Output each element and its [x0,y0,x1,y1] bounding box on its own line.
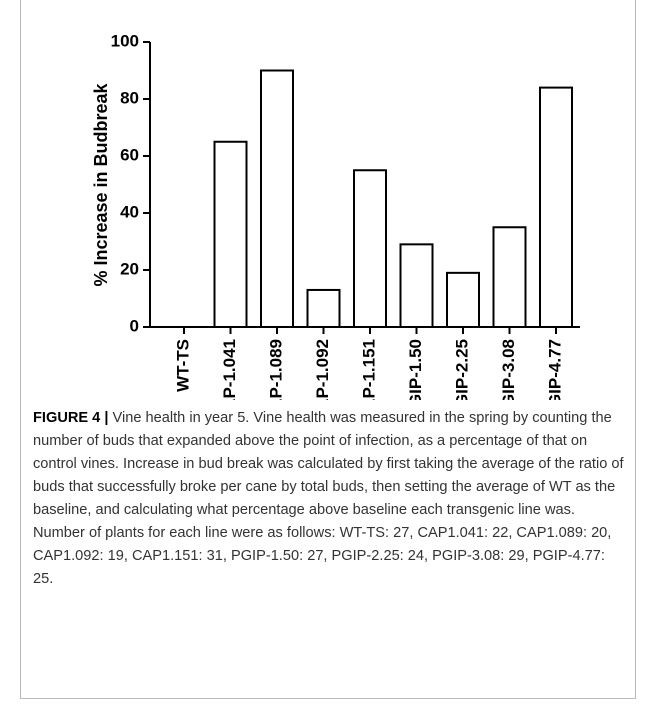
x-tick-label: PGIP-3.08 [499,339,518,400]
caption-label: FIGURE 4 | [33,410,109,426]
x-tick-label: WT-TS [173,339,192,392]
bar [353,169,387,328]
x-tick-label: CAP-1.041 [220,339,239,400]
chart: % Increase in Budbreak 0 20 40 60 80 100 WT-TS… [91,31,580,400]
y-tick-label: 0 [130,316,139,335]
bar [539,86,573,328]
bar [399,243,434,329]
y-tick-label: 80 [120,88,139,107]
y-tick-label: 20 [120,259,139,278]
x-tick-label: CAP-1.151 [359,339,378,400]
caption-text: Vine health in year 5. Vine health was m… [33,410,624,587]
figure-frame [20,0,636,699]
y-tick-label: 100 [111,31,139,50]
bar [260,69,294,328]
x-tick-label: PGIP-1.50 [406,339,425,400]
x-tick-label: CAP-1.089 [266,339,285,400]
y-axis-label: % Increase in Budbreak [91,82,111,286]
x-tick-label: CAP-1.092 [313,339,332,400]
x-tick-label: PGIP-2.25 [452,339,471,400]
bar [213,140,248,328]
bar [306,288,341,329]
caption: FIGURE 4 | Vine health in year 5. Vine h… [33,407,625,591]
y-tick-label: 40 [120,202,139,221]
x-tick-label: PGIP-4.77 [545,339,564,400]
bar [492,226,527,328]
y-tick-label: 60 [120,145,139,164]
bar [446,271,480,329]
